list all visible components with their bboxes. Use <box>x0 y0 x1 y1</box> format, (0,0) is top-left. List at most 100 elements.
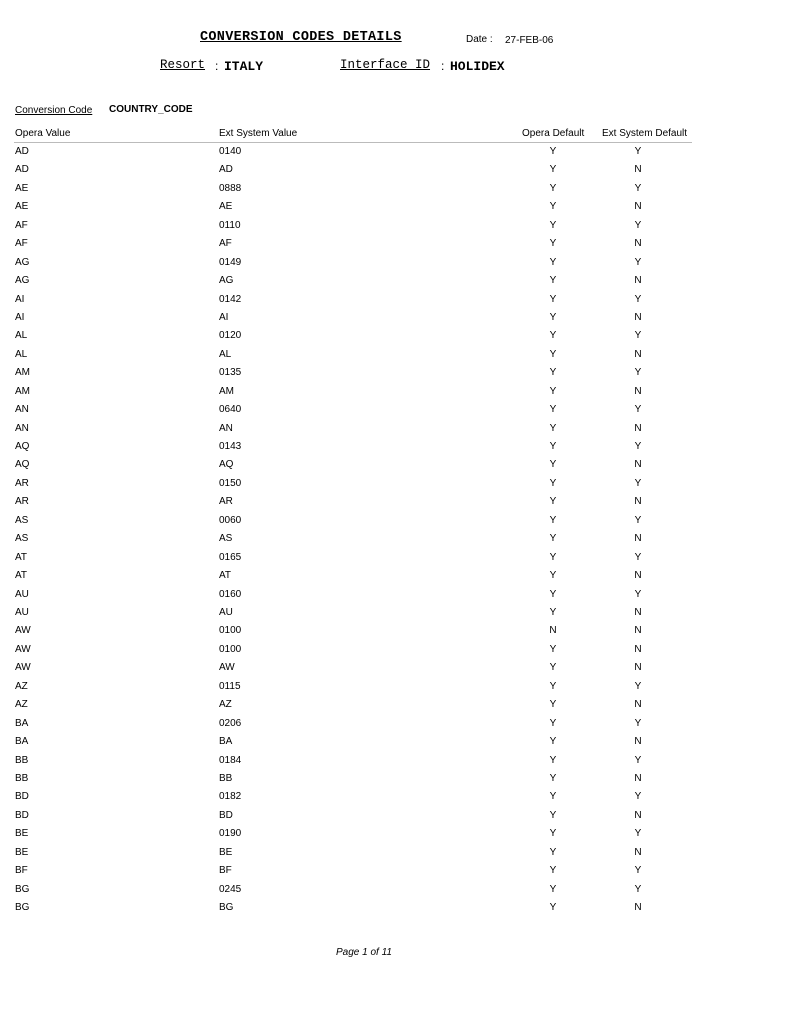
cell-opera-default: Y <box>549 828 557 840</box>
cell-opera-default: Y <box>549 404 557 416</box>
table-row: AQ AQ Y N <box>0 459 791 477</box>
cell-opera-default: Y <box>549 791 557 803</box>
cell-opera-default: Y <box>549 588 557 600</box>
table-row: AR AR Y N <box>0 496 791 514</box>
cell-opera-default: Y <box>549 846 557 858</box>
table-row: AS 0060 Y Y <box>0 515 791 533</box>
conversion-code-label: Conversion Code <box>15 105 93 116</box>
cell-opera-default: Y <box>549 441 557 453</box>
cell-ext-system-value: AS <box>219 533 233 545</box>
table-row: AE AE Y N <box>0 201 791 219</box>
cell-opera-value: AN <box>15 404 29 416</box>
cell-opera-value: AW <box>15 662 31 674</box>
cell-opera-value: BD <box>15 809 29 821</box>
cell-ext-system-default: Y <box>634 791 642 803</box>
cell-opera-default: Y <box>549 865 557 877</box>
cell-opera-value: AF <box>15 219 28 231</box>
table-row: AU AU Y N <box>0 607 791 625</box>
cell-opera-value: BB <box>15 772 29 784</box>
cell-ext-system-value: 0115 <box>219 680 241 692</box>
cell-ext-system-value: AI <box>219 311 229 323</box>
cell-opera-value: AI <box>15 311 25 323</box>
cell-opera-value: AU <box>15 588 29 600</box>
cell-opera-value: BA <box>15 736 29 748</box>
cell-ext-system-value: AD <box>219 164 233 176</box>
cell-ext-system-value: 0640 <box>219 404 242 416</box>
cell-ext-system-default: N <box>634 238 642 250</box>
cell-ext-system-value: BB <box>219 772 233 784</box>
cell-opera-default: Y <box>549 330 557 342</box>
cell-opera-value: AW <box>15 625 31 637</box>
cell-opera-value: AF <box>15 238 28 250</box>
cell-ext-system-default: Y <box>634 293 642 305</box>
cell-ext-system-default: Y <box>634 404 642 416</box>
cell-opera-value: AT <box>15 570 28 582</box>
cell-ext-system-default: Y <box>634 680 642 692</box>
header-divider <box>14 142 692 143</box>
table-row: AN AN Y N <box>0 423 791 441</box>
cell-ext-system-default: Y <box>634 754 642 766</box>
cell-opera-default: Y <box>549 643 557 655</box>
cell-ext-system-value: 0160 <box>219 588 242 600</box>
cell-opera-value: AT <box>15 551 28 563</box>
cell-ext-system-value: BE <box>219 846 233 858</box>
table-row: BF BF Y Y <box>0 865 791 883</box>
cell-opera-default: Y <box>549 238 557 250</box>
cell-opera-value: BE <box>15 828 29 840</box>
interface-separator: : <box>441 59 445 73</box>
table-row: AS AS Y N <box>0 533 791 551</box>
cell-opera-value: AM <box>15 385 30 397</box>
cell-opera-default: Y <box>549 422 557 434</box>
table-row: AM AM Y N <box>0 386 791 404</box>
cell-opera-default: Y <box>549 182 557 194</box>
cell-opera-default: Y <box>549 736 557 748</box>
cell-opera-default: Y <box>549 275 557 287</box>
cell-ext-system-value: 0165 <box>219 551 242 563</box>
cell-opera-value: AN <box>15 422 29 434</box>
cell-ext-system-value: 0060 <box>219 514 242 526</box>
table-row: AT 0165 Y Y <box>0 552 791 570</box>
cell-ext-system-value: AL <box>219 348 232 360</box>
table-row: BD BD Y N <box>0 810 791 828</box>
cell-opera-value: AQ <box>15 459 30 471</box>
cell-ext-system-default: N <box>634 385 642 397</box>
cell-opera-default: Y <box>549 772 557 784</box>
cell-ext-system-value: AN <box>219 422 233 434</box>
cell-ext-system-default: Y <box>634 182 642 194</box>
cell-opera-value: AS <box>15 533 29 545</box>
cell-opera-value: BF <box>15 865 28 877</box>
table-row: AF AF Y N <box>0 238 791 256</box>
interface-value: HOLIDEX <box>450 59 505 74</box>
table-row: AL 0120 Y Y <box>0 330 791 348</box>
table-row: AR 0150 Y Y <box>0 478 791 496</box>
cell-ext-system-value: 0149 <box>219 256 242 268</box>
table-row: AT AT Y N <box>0 570 791 588</box>
cell-ext-system-default: Y <box>634 865 642 877</box>
table-row: AD 0140 Y Y <box>0 146 791 164</box>
cell-ext-system-default: N <box>634 570 642 582</box>
table-row: AF 0110 Y Y <box>0 220 791 238</box>
column-header-ext-system-value: Ext System Value <box>219 128 298 139</box>
cell-ext-system-default: Y <box>634 588 642 600</box>
cell-opera-default: Y <box>549 570 557 582</box>
cell-ext-system-default: N <box>634 662 642 674</box>
cell-ext-system-default: N <box>634 643 642 655</box>
cell-ext-system-value: 0245 <box>219 883 242 895</box>
table-row: BE BE Y N <box>0 847 791 865</box>
cell-opera-value: AE <box>15 201 29 213</box>
conversion-code-value: COUNTRY_CODE <box>109 104 193 115</box>
cell-ext-system-value: AQ <box>219 459 234 471</box>
cell-ext-system-value: AF <box>219 238 232 250</box>
cell-opera-value: AL <box>15 348 28 360</box>
table-row: BA 0206 Y Y <box>0 718 791 736</box>
cell-opera-default: Y <box>549 293 557 305</box>
cell-ext-system-default: Y <box>634 477 642 489</box>
cell-ext-system-default: N <box>634 275 642 287</box>
cell-ext-system-default: Y <box>634 883 642 895</box>
cell-ext-system-value: AM <box>219 385 234 397</box>
cell-opera-value: AU <box>15 607 29 618</box>
cell-opera-default: Y <box>549 311 557 323</box>
cell-opera-default: Y <box>549 699 557 711</box>
report-title: CONVERSION CODES DETAILS <box>200 30 402 45</box>
table-row: BG BG Y N <box>0 902 791 920</box>
